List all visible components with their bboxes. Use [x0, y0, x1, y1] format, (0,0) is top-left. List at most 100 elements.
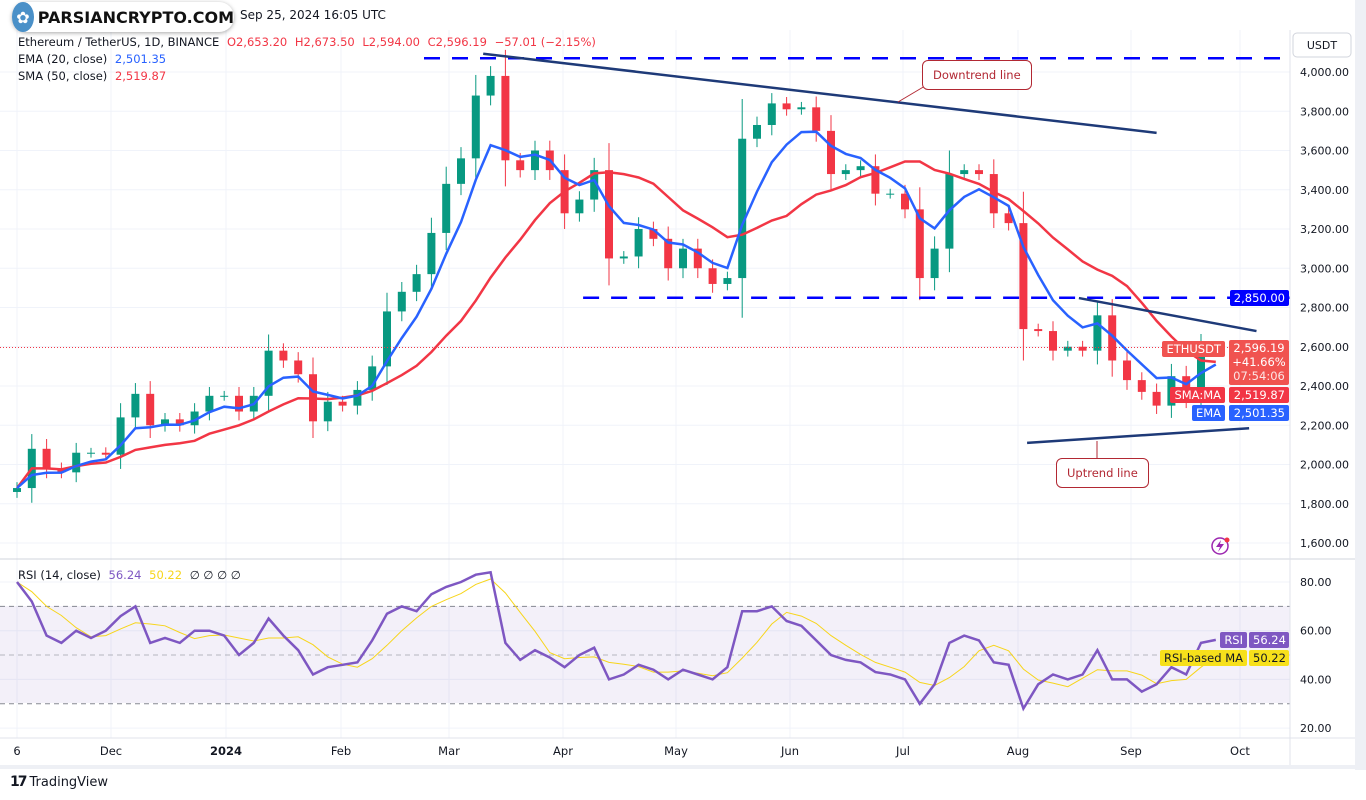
candle — [841, 164, 850, 180]
ema-legend[interactable]: EMA (20, close) 2,501.35 — [18, 52, 170, 66]
price-axis[interactable]: 4,000.00 3,800.00 3,600.00 3,400.00 3,200.00… — [1300, 66, 1349, 550]
tradingview-footer[interactable]: 17 TradingView — [10, 774, 108, 790]
candle — [531, 140, 539, 180]
candle-body — [930, 248, 939, 279]
candle — [723, 271, 732, 291]
candle-body — [767, 103, 776, 125]
price-tick-label: 3,000.00 — [1300, 262, 1349, 275]
price-tick-label: 2,200.00 — [1300, 419, 1349, 432]
candle — [930, 236, 939, 291]
candle-body — [708, 268, 717, 284]
candle-body — [915, 209, 924, 279]
candle-body — [294, 360, 303, 375]
downtrend-callout[interactable]: Downtrend line — [922, 60, 1032, 90]
tradingview-brand: TradingView — [29, 774, 109, 790]
resistance-trendline[interactable] — [1078, 296, 1257, 333]
bar-countdown: 07:54:06 — [1233, 369, 1285, 383]
ema-tag: EMA — [1191, 405, 1225, 421]
currency-button[interactable] — [1292, 32, 1352, 58]
candle — [605, 143, 613, 286]
candle-body — [871, 166, 880, 194]
price-tick-label: 2,600.00 — [1300, 341, 1349, 354]
candle-body — [279, 350, 288, 361]
candle — [397, 281, 406, 322]
rsi-axis[interactable]: 80.00 60.00 40.00 20.00 — [1300, 576, 1332, 735]
candle-body — [664, 238, 673, 269]
candle-body — [1152, 391, 1161, 406]
candle-body — [1108, 315, 1117, 361]
rsi-bands — [0, 605, 1290, 705]
candle — [161, 412, 169, 432]
rsi-tag: RSI — [1220, 632, 1247, 648]
candle — [486, 66, 495, 106]
candle-body — [383, 311, 391, 367]
downtrend-trendline[interactable] — [483, 52, 1157, 135]
logo-text: PARSIANCRYPTO.COM — [37, 7, 234, 27]
candle — [353, 381, 362, 415]
candle — [1152, 383, 1161, 414]
candle-body — [264, 350, 273, 396]
candle — [442, 166, 451, 251]
alert-icon[interactable] — [1211, 537, 1230, 555]
candle — [1063, 340, 1072, 357]
time-tick-label: Feb — [331, 744, 351, 758]
candle — [471, 74, 480, 179]
uptrend-callout[interactable]: Uptrend line — [1056, 458, 1149, 488]
candle — [989, 159, 998, 229]
candle-body — [841, 170, 850, 175]
candle-body — [634, 229, 643, 257]
sma-legend[interactable]: SMA (50, close) 2,519.87 — [18, 69, 170, 83]
bottom-border — [0, 765, 1355, 769]
watermark-logo: ✿ PARSIANCRYPTO.COM — [12, 2, 234, 32]
candle-body — [723, 278, 732, 284]
candle — [975, 164, 983, 180]
rsi-legend[interactable]: RSI (14, close) 56.24 50.22 ∅ ∅ ∅ ∅ — [18, 568, 245, 582]
candle — [693, 238, 702, 279]
candle-body — [1049, 331, 1057, 351]
candle — [767, 93, 776, 136]
time-tick-label: 2024 — [210, 744, 242, 758]
candle — [797, 101, 806, 115]
candle-body — [812, 107, 821, 131]
candle-body — [72, 452, 81, 473]
ema-legend-value: 2,501.35 — [114, 52, 167, 66]
candle — [649, 221, 658, 247]
time-tick-label: 6 — [13, 744, 20, 758]
candle-body — [516, 160, 525, 171]
candle — [827, 115, 835, 190]
candle — [856, 160, 865, 177]
price-tick-label: 2,800.00 — [1300, 302, 1349, 315]
logo-icon: ✿ — [12, 2, 34, 32]
ohlc-high: H2,673.50 — [294, 35, 355, 49]
candle — [190, 403, 199, 434]
candle-body — [353, 389, 362, 406]
candle-body — [161, 419, 169, 426]
candle-body — [590, 170, 599, 200]
symbol-title: Ethereum / TetherUS, 1D, BINANCE — [18, 35, 220, 49]
change-percent: +41.66% — [1232, 355, 1286, 369]
trendlines[interactable] — [483, 52, 1257, 445]
ohlc-change: −57.01 (−2.15%) — [494, 35, 596, 49]
candle-body — [975, 170, 983, 175]
candle — [1123, 350, 1131, 390]
candle — [886, 188, 895, 199]
candle-body — [1078, 346, 1087, 351]
candle — [1078, 340, 1087, 357]
candle — [457, 147, 465, 196]
time-tick-label: Dec — [100, 744, 122, 758]
candle-body — [442, 183, 451, 233]
candle-body — [827, 130, 835, 175]
levels — [424, 57, 1290, 299]
time-axis[interactable]: 6 Dec 2024 Feb Mar Apr May Jun Jul Aug Sep Oct — [13, 744, 1250, 758]
candle — [738, 98, 747, 318]
rsi-legend-label: RSI (14, close) — [18, 568, 101, 582]
candle-body — [368, 366, 377, 390]
candle-body — [235, 395, 243, 412]
symbol-legend[interactable]: Ethereum / TetherUS, 1D, BINANCE O2,653.… — [18, 35, 600, 49]
sma-value-tag: 2,519.87 — [1229, 387, 1289, 403]
candle — [383, 292, 391, 386]
uptrend-trendline[interactable] — [1027, 426, 1250, 445]
time-tick-label: Aug — [1007, 744, 1029, 758]
price-tick-label: 3,200.00 — [1300, 223, 1349, 236]
